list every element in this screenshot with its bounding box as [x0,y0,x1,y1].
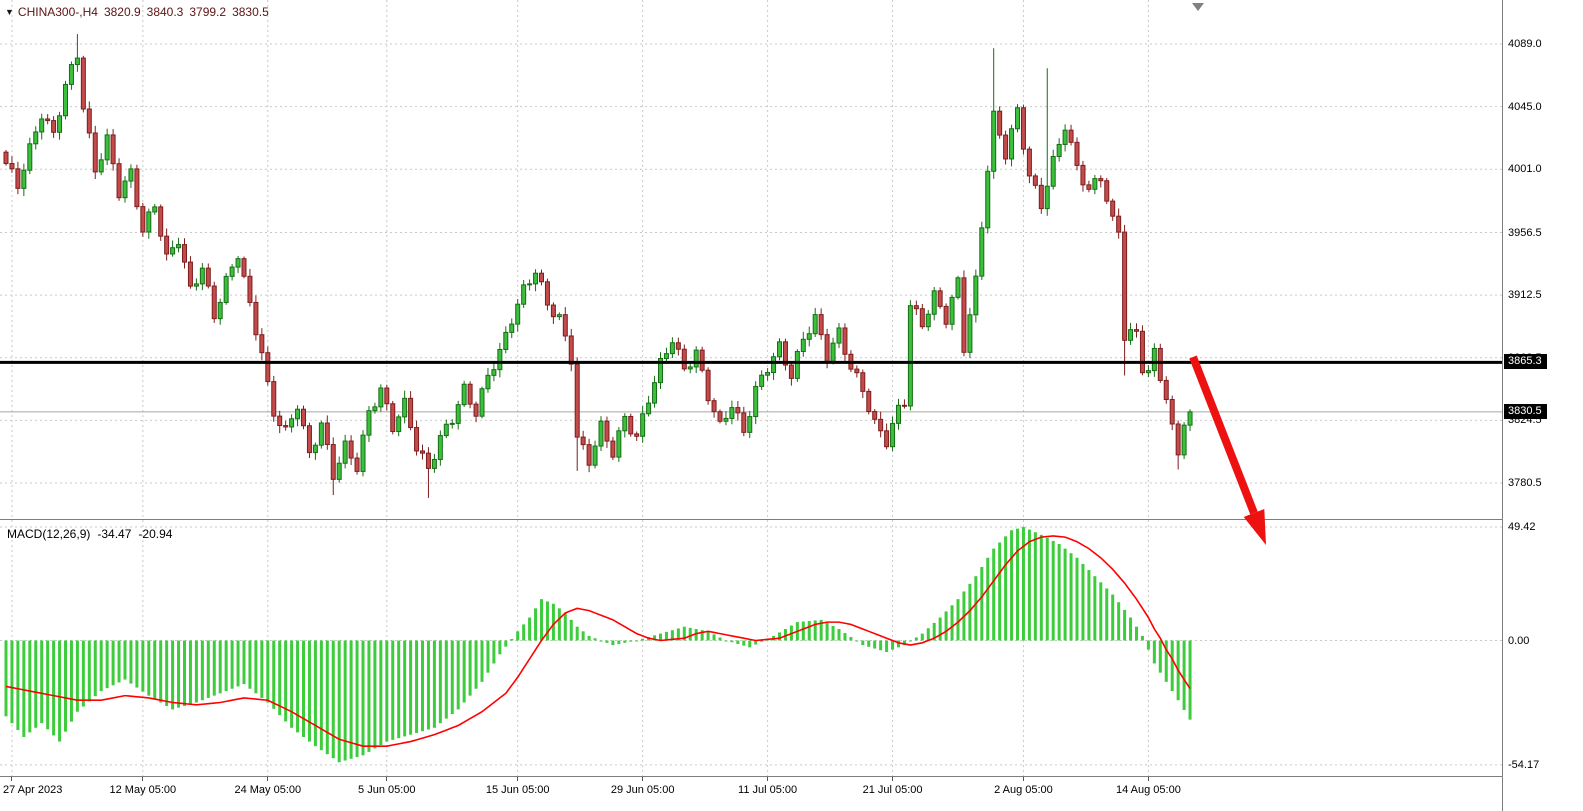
indicator-signal-value: -20.94 [138,527,173,541]
time-axis-label: 27 Apr 2023 [3,784,63,796]
time-axis-label: 12 May 05:00 [109,784,177,796]
time-axis-label: 15 Jun 05:00 [485,784,550,796]
time-axis-tick [267,777,269,781]
time-axis-tick [767,777,769,781]
time-scale[interactable]: 27 Apr 2023 12 May 05:00 24 May 05:00 5 Jun… [0,777,1502,811]
time-axis-tick [517,777,519,781]
time-axis-label: 2 Aug 05:00 [994,784,1053,796]
time-axis-tick [142,777,144,781]
macd-histogram [4,527,1192,763]
symbol-title: CHINA300-,H4 [17,5,98,19]
price-chart-panel[interactable] [0,0,1502,520]
indicator-name: MACD(12,26,9) [7,527,91,541]
indicator-label: MACD(12,26,9) -34.47 -20.94 [7,527,172,541]
time-axis-label: 29 Jun 05:00 [610,784,675,796]
grid-main [0,0,1502,519]
macd-scale-label: 0.00 [1508,634,1530,647]
macd-scale-label: 49.42 [1508,520,1536,533]
candlestick-chart [0,0,1502,519]
candlesticks [3,34,1193,498]
symbol-dropdown-icon[interactable]: ▼ [5,7,14,17]
ohlc-low-value: 3799.2 [189,5,227,19]
price-scale-label: 3912.5 [1508,289,1542,302]
ohlc-open-value: 3820.9 [103,5,141,19]
ohlc-close-value: 3830.5 [232,5,269,19]
time-axis-label: 21 Jul 05:00 [862,784,923,796]
price-scale-label: 3780.5 [1508,476,1542,489]
macd-scale-label: -54.17 [1508,758,1540,771]
time-axis-label: 5 Jun 05:00 [358,784,416,796]
time-axis-tick [1022,777,1024,781]
time-axis-tick [386,777,388,781]
symbol-info-bar: ▼ CHINA300-,H4 3820.9 3840.3 3799.2 3830.5 [5,5,269,19]
macd-indicator-panel[interactable] [0,520,1502,777]
macd-signal-line [5,535,1191,747]
price-scale-label: 3956.5 [1508,226,1542,239]
price-scale-label: 4089.0 [1508,38,1542,50]
price-scale-label: 4001.0 [1508,163,1542,176]
time-axis-tick [892,777,894,781]
price-scale[interactable]: 4089.04045.04001.03956.53912.53868.53824… [1502,0,1583,811]
time-axis-label: 11 Jul 05:00 [738,784,798,796]
indicator-macd-value: -34.47 [97,527,132,541]
price-scale-label: 4045.0 [1508,100,1542,113]
macd-chart [0,520,1502,776]
time-axis-tick [1147,777,1149,781]
current-price-badge: 3830.5 [1504,403,1547,419]
time-axis-tick [642,777,644,781]
time-axis-label: 24 May 05:00 [234,784,302,796]
time-axis-tick [11,777,13,781]
ohlc-high-value: 3840.3 [146,5,184,19]
time-axis-label: 14 Aug 05:00 [1115,784,1181,796]
line-price-badge: 3865.3 [1504,354,1547,370]
